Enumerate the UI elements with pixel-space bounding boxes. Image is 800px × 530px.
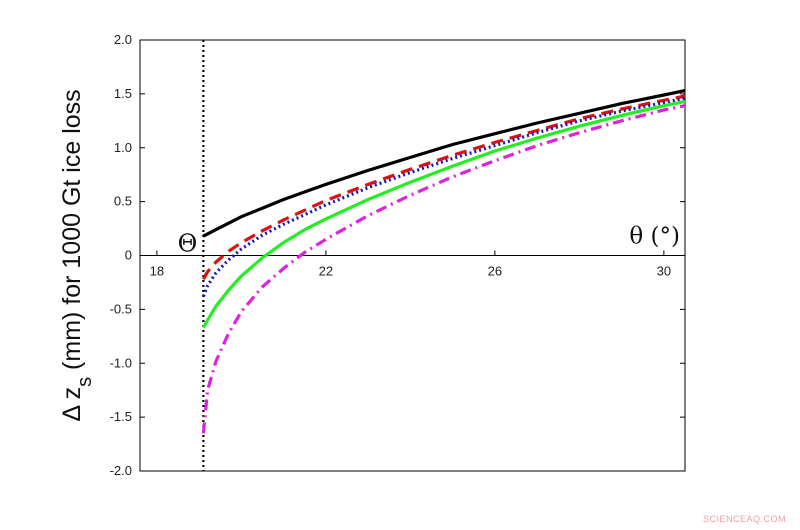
y-axis-label: Δ zs (mm) for 1000 Gt ice loss	[58, 89, 96, 421]
y-tick-label: 0	[125, 248, 132, 263]
y-tick-label: 1.5	[114, 86, 132, 101]
y-axis-ticks: -2.0 -1.5 -1.0 -0.5 0 0.5 1.0 1.5 2.0	[110, 32, 685, 478]
y-tick-label: -0.5	[110, 301, 132, 316]
watermark: SCIENCEAQ.COM	[702, 514, 786, 524]
x-tick-label: 26	[488, 264, 502, 279]
series-line-5	[201, 104, 686, 434]
series-line-3	[201, 96, 686, 297]
x-tick-label: 22	[319, 264, 333, 279]
y-tick-label: -1.5	[110, 409, 132, 424]
series-line-1	[202, 89, 686, 238]
y-tick-label: 2.0	[114, 32, 132, 47]
series-line-4	[201, 99, 686, 329]
theta-marker-label: Θ	[178, 230, 198, 258]
x-variable-label: θ (°)	[629, 224, 680, 250]
y-axis-label-subscript: s	[74, 377, 96, 387]
y-tick-label: 1.0	[114, 140, 132, 155]
y-tick-label: -1.0	[110, 355, 132, 370]
y-tick-label: 0.5	[114, 194, 132, 209]
series-line-2	[202, 94, 686, 280]
x-tick-label: 18	[150, 264, 164, 279]
x-axis-ticks: 18 22 26 30	[150, 250, 671, 279]
y-tick-label: -2.0	[110, 463, 132, 478]
y-axis-label-main: Δ z	[58, 387, 86, 422]
x-tick-label: 30	[657, 264, 671, 279]
y-axis-label-rest: (mm) for 1000 Gt ice loss	[58, 89, 86, 377]
series-group	[201, 89, 686, 434]
